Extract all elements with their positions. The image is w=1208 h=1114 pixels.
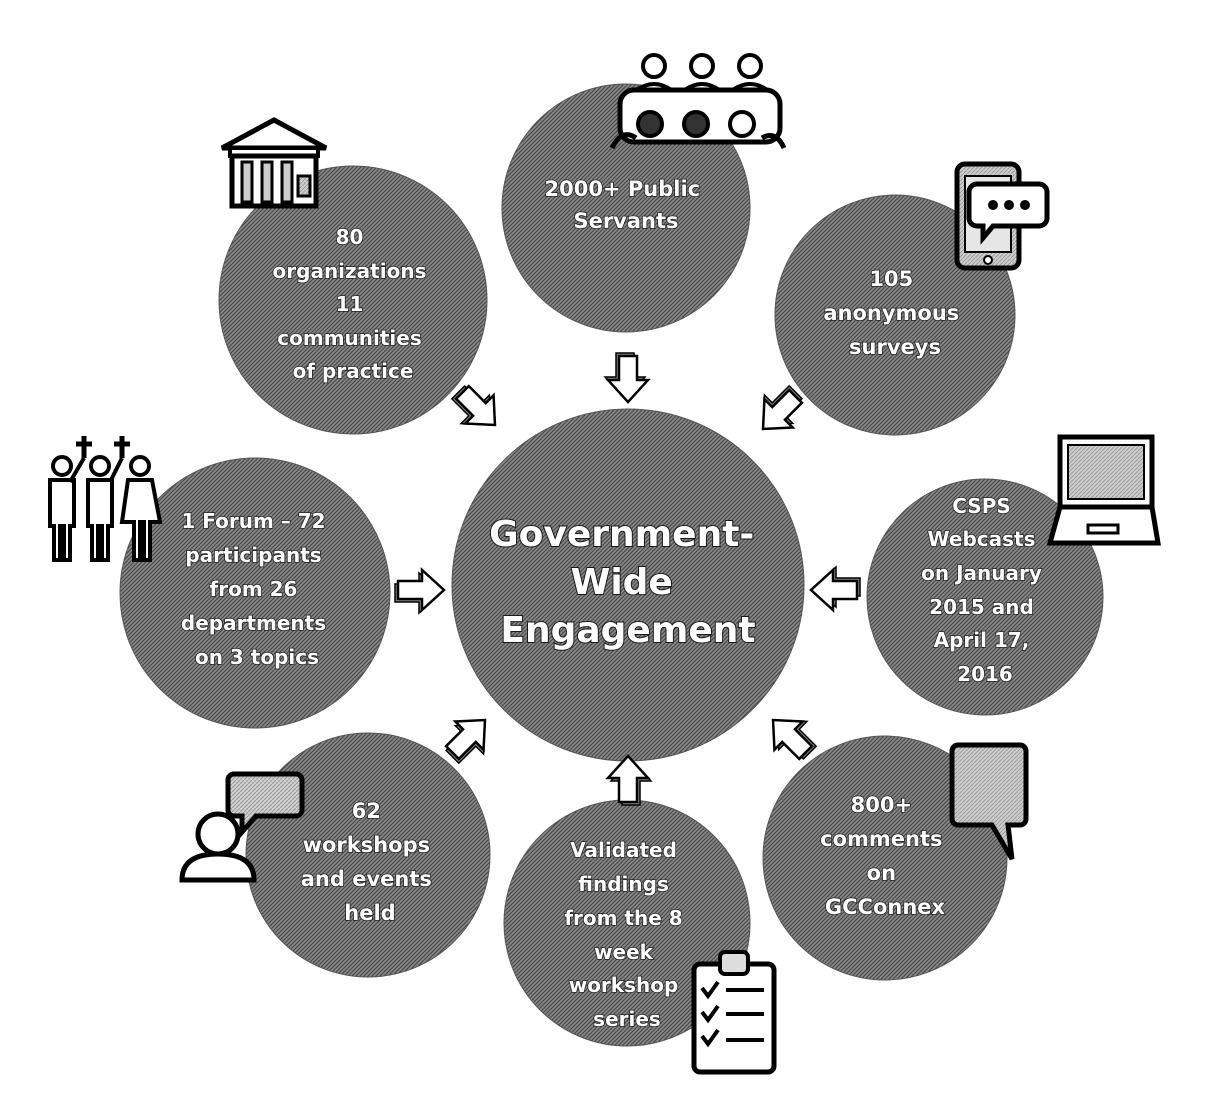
node-label-line: and events <box>301 867 432 891</box>
arrow-public-servants <box>603 352 651 404</box>
speech-bubble-icon <box>949 742 1029 861</box>
arrows-group <box>394 352 861 806</box>
node-label-line: surveys <box>849 335 941 359</box>
node-public-servants: 2000+ Public Servants <box>501 83 751 333</box>
node-label-line: held <box>344 901 395 925</box>
node-label-line: CSPS <box>952 494 1011 518</box>
node-label-line: 2016 <box>957 662 1013 686</box>
center-line-1: Government- <box>489 514 754 555</box>
node-label-line: 11 <box>336 292 364 316</box>
government-building-icon <box>220 117 328 209</box>
node-label-line: on <box>867 861 896 885</box>
phone-chat-icon <box>954 161 1050 271</box>
node-label-line: April 17, <box>934 628 1030 652</box>
arrow-validated-findings <box>605 754 653 806</box>
arrow-surveys <box>761 384 804 431</box>
node-label-line: Validated <box>570 838 677 862</box>
node-label: CSPS Webcasts on January 2015 and April … <box>921 494 1049 686</box>
node-circle <box>866 478 1104 716</box>
node-label-line: week <box>594 940 654 964</box>
node-label: 800+ comments on GCConnex <box>820 793 950 919</box>
node-label-line: anonymous <box>823 301 959 325</box>
center-line-3: Engagement <box>500 610 755 651</box>
node-label-line: 800+ <box>851 793 912 817</box>
node-label: Validated findings from the 8 week works… <box>564 838 689 1031</box>
arrow-gcconnex <box>771 718 818 761</box>
people-group-icon <box>48 436 163 562</box>
node-label-line: from 26 <box>210 577 298 601</box>
node-gcconnex: 800+ comments on GCConnex <box>762 735 1008 981</box>
audience-icon <box>609 53 787 150</box>
node-label-line: participants <box>185 543 321 567</box>
node-label: 1 Forum – 72 participants from 26 depart… <box>181 509 333 669</box>
node-validated-findings: Validated findings from the 8 week works… <box>503 799 751 1047</box>
node-circle <box>119 457 391 729</box>
node-label-line: Webcasts <box>928 527 1036 551</box>
node-label-line: workshops <box>303 833 431 857</box>
node-circle <box>501 83 751 333</box>
laptop-icon <box>1046 434 1161 546</box>
node-circle <box>762 735 1008 981</box>
node-webcasts: CSPS Webcasts on January 2015 and April … <box>866 478 1104 716</box>
node-label-line: 2000+ Public <box>545 177 701 201</box>
center-node: Government- Wide Engagement <box>451 408 805 762</box>
arrow-organizations <box>450 384 497 427</box>
center-line-2: Wide <box>571 562 673 603</box>
node-label-line: organizations <box>273 259 427 283</box>
arrow-workshops <box>444 718 487 765</box>
node-label-line: GCConnex <box>825 895 946 919</box>
node-label-line: on 3 topics <box>195 645 319 669</box>
node-label: 2000+ Public Servants <box>545 177 708 233</box>
node-label-line: 105 <box>869 267 913 291</box>
clipboard-checklist-icon <box>691 950 777 1075</box>
node-label-line: communities <box>277 326 422 350</box>
arrow-forum <box>394 567 446 615</box>
person-speech-icon <box>179 771 305 883</box>
node-label-line: Servants <box>573 209 678 233</box>
node-label-line: 62 <box>352 799 381 823</box>
node-label: 80 organizations 11 communities of pract… <box>273 225 434 383</box>
node-label-line: on January <box>921 561 1042 585</box>
node-forum: 1 Forum – 72 participants from 26 depart… <box>119 457 391 729</box>
node-label-line: of practice <box>293 359 414 383</box>
node-label-line: workshop <box>569 973 679 997</box>
node-label: 62 workshops and events held <box>301 799 439 925</box>
node-workshops: 62 workshops and events held <box>245 732 491 978</box>
node-organizations: 80 organizations 11 communities of pract… <box>218 165 488 435</box>
center-title: Government- Wide Engagement <box>489 514 767 651</box>
node-label-line: series <box>593 1007 661 1031</box>
node-circle <box>245 732 491 978</box>
node-label-line: from the 8 <box>564 906 682 930</box>
node-label-line: 1 Forum – 72 <box>181 509 325 533</box>
node-label-line: findings <box>578 872 669 896</box>
node-label-line: 2015 and <box>929 595 1034 619</box>
node-label-line: comments <box>820 827 942 851</box>
node-label-line: departments <box>181 611 326 635</box>
node-label: 105 anonymous surveys <box>823 267 966 359</box>
node-circle <box>218 165 488 435</box>
node-label-line: 80 <box>336 225 364 249</box>
arrow-webcasts <box>809 565 861 613</box>
